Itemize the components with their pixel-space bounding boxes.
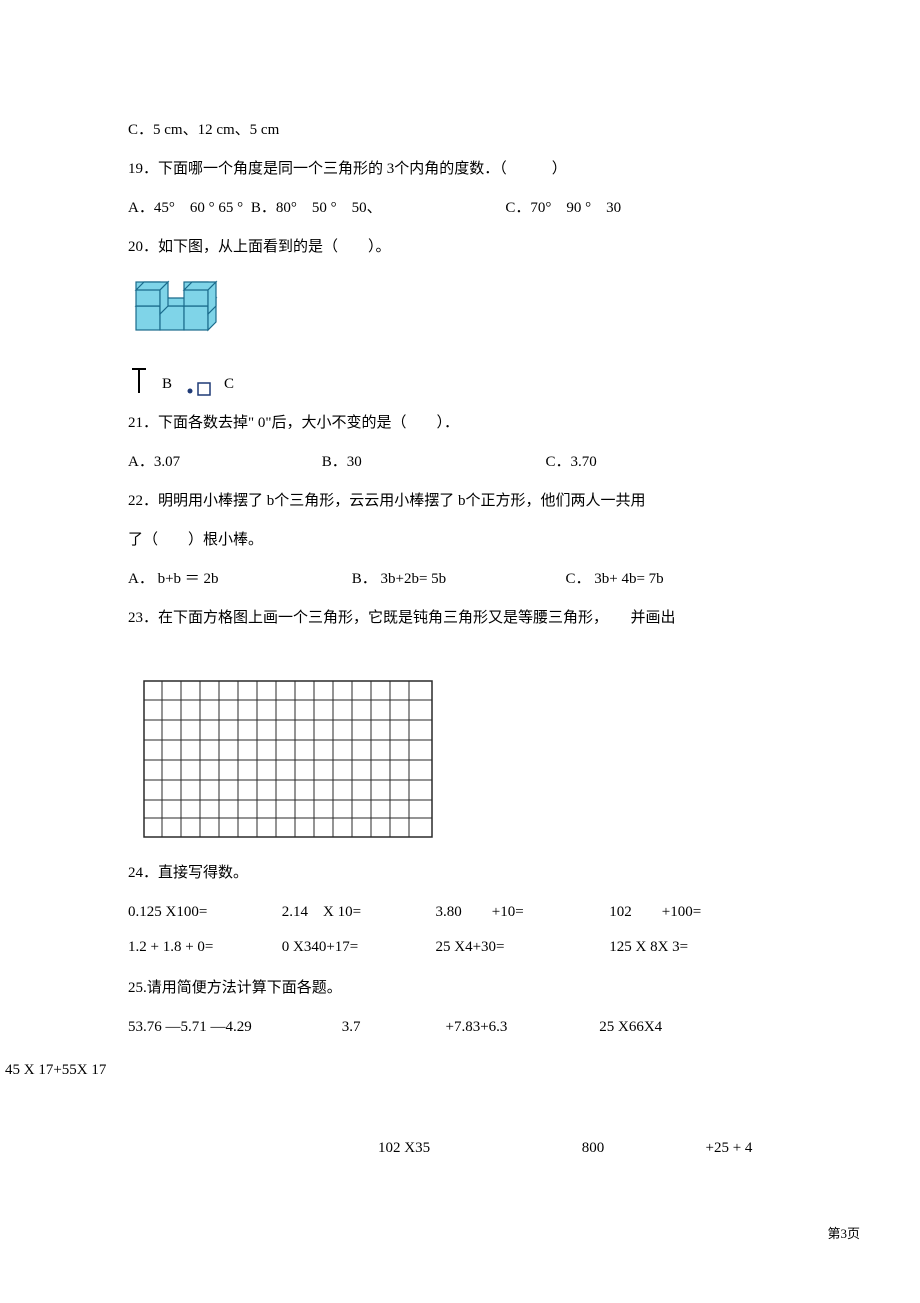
- q24-r1a: 0.125 X100=: [128, 902, 278, 923]
- q19-opt-c: C．70° 90 ° 30: [505, 200, 621, 216]
- q20-cube-figure: [128, 276, 818, 341]
- q23-line2: [128, 647, 818, 668]
- q25-row1: 53.76 —5.71 —4.29 3.7 +7.83+6.3 25 X66X4: [128, 1017, 818, 1038]
- q24-row2: 1.2 + 1.8 + 0= 0 X340+17= 25 X4+30= 125 …: [128, 937, 818, 958]
- q25-r3a: 102 X35: [378, 1138, 578, 1159]
- q20-choice-a-icon: [128, 365, 150, 395]
- page-number: 第3页: [827, 1225, 860, 1243]
- q24-r2a: 1.2 + 1.8 + 0=: [128, 937, 278, 958]
- q24-r2d: 125 X 8X 3=: [609, 939, 688, 955]
- q19-text: 19．下面哪一个角度是同一个三角形的 3个内角的度数．（ ）: [128, 159, 818, 180]
- q18-option-c: C．5 cm、12 cm、5 cm: [128, 120, 818, 141]
- q21-opt-b: B．30: [322, 452, 542, 473]
- q25-title: 25.请用简便方法计算下面各题。: [128, 978, 818, 999]
- q25-r1c: +7.83+6.3: [446, 1017, 596, 1038]
- q25-r3b: 800: [582, 1138, 702, 1159]
- q22-opt-b: B． 3b+2b= 5b: [352, 569, 562, 590]
- q25-r1b: 3.7: [342, 1017, 442, 1038]
- q22-line2: 了（ ）根小棒。: [128, 530, 818, 551]
- q25-r3c: +25 + 4: [706, 1140, 753, 1156]
- q23-line1: 23．在下面方格图上画一个三角形，它既是钝角三角形又是等腰三角形， 并画出: [128, 608, 818, 629]
- q22-options: A． b+b ＝ 2b B． 3b+2b= 5b C． 3b+ 4b= 7b: [128, 569, 818, 590]
- q21-options: A．3.07 B．30 C．3.70: [128, 452, 818, 473]
- q21-opt-c: C．3.70: [546, 454, 597, 470]
- q25-r1d: 25 X66X4: [599, 1019, 662, 1035]
- q22-opt-a: A． b+b ＝ 2b: [128, 569, 348, 590]
- q25-r1a: 53.76 —5.71 —4.29: [128, 1017, 338, 1038]
- q20-label-b: B: [162, 374, 172, 395]
- q20-choices: B C: [128, 365, 818, 395]
- q21-text: 21．下面各数去掉" 0"后，大小不变的是（ ）．: [128, 413, 818, 434]
- q24-r1b: 2.14 X 10=: [282, 902, 432, 923]
- q23-grid: [143, 680, 818, 845]
- q25-row3: 102 X35 800 +25 + 4: [378, 1138, 752, 1159]
- q20-label-c: C: [224, 374, 234, 395]
- q24-row1: 0.125 X100= 2.14 X 10= 3.80 +10= 102 +10…: [128, 902, 818, 923]
- q19-opt-a: A．45° 60 ° 65 °: [128, 200, 243, 216]
- q22-line1: 22．明明用小棒摆了 b个三角形，云云用小棒摆了 b个正方形，他们两人一共用: [128, 491, 818, 512]
- q20-text: 20．如下图，从上面看到的是（ ）。: [128, 237, 818, 258]
- q22-opt-c: C． 3b+ 4b= 7b: [566, 571, 664, 587]
- q19-opt-b: B．80° 50 ° 50、: [251, 200, 382, 216]
- q20-choice-b-icon: [184, 375, 212, 397]
- q24-r1c: 3.80 +10=: [436, 902, 606, 923]
- q24-r2c: 25 X4+30=: [436, 937, 606, 958]
- q24-r2b: 0 X340+17=: [282, 937, 432, 958]
- q19-options: A．45° 60 ° 65 ° B．80° 50 ° 50、 C．70° 90 …: [128, 198, 818, 219]
- q24-title: 24．直接写得数。: [128, 863, 818, 884]
- q21-opt-a: A．3.07: [128, 452, 318, 473]
- q25-row2: 45 X 17+55X 17: [5, 1060, 106, 1081]
- q24-r1d: 102 +100=: [609, 904, 701, 920]
